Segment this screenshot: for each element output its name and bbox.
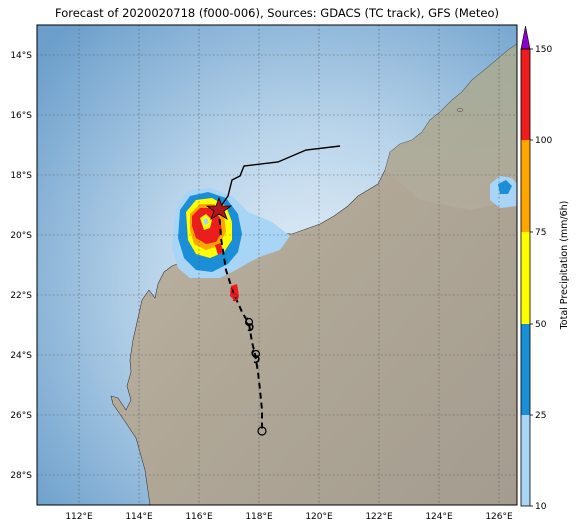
precipitation-field xyxy=(172,176,517,300)
lat-tick-labels: 14°S 16°S 18°S 20°S 22°S 24°S 26°S 28°S xyxy=(10,51,32,481)
lat-tick: 24°S xyxy=(10,351,32,361)
colorbar-segment xyxy=(521,415,530,506)
lon-tick-labels: 112°E 114°E 116°E 118°E 120°E 122°E 124°… xyxy=(65,512,513,522)
colorbar-tick: 50 xyxy=(535,320,547,330)
colorbar-tick: 75 xyxy=(535,228,546,238)
lat-tick: 28°S xyxy=(10,471,32,481)
colorbar-segment xyxy=(521,140,530,232)
gridlines xyxy=(37,25,517,505)
map-frame xyxy=(36,24,518,506)
colorbar-segment xyxy=(521,49,530,140)
past-track xyxy=(218,145,341,210)
lon-tick: 122°E xyxy=(365,512,393,522)
colorbar-extend-arrow xyxy=(520,25,531,50)
colorbar-tick: 100 xyxy=(535,136,552,146)
lon-tick: 126°E xyxy=(485,512,513,522)
lon-tick: 116°E xyxy=(185,512,213,522)
lon-tick: 120°E xyxy=(305,512,333,522)
map-area xyxy=(37,25,517,505)
lon-tick: 118°E xyxy=(245,512,273,522)
current-position-star xyxy=(205,196,233,220)
lon-tick: 112°E xyxy=(65,512,93,522)
colorbar: 10 25 50 75 100 150 Total Precipitation … xyxy=(520,25,570,512)
lon-tick: 114°E xyxy=(125,512,153,522)
colorbar-tick: 150 xyxy=(535,45,552,55)
colorbar-segment xyxy=(521,324,530,415)
colorbar-tick: 10 xyxy=(535,502,547,512)
lat-tick: 20°S xyxy=(10,231,32,241)
cyclone-symbols xyxy=(230,287,260,364)
colorbar-label: Total Precipitation (mm/6h) xyxy=(559,201,570,331)
colorbar-frame xyxy=(520,48,531,507)
lat-tick: 26°S xyxy=(10,411,32,421)
lat-tick: 16°S xyxy=(10,111,32,121)
land-kimberley-tint xyxy=(385,44,517,210)
island xyxy=(456,108,464,112)
lat-tick: 14°S xyxy=(10,51,32,61)
lat-tick: 22°S xyxy=(10,291,32,301)
colorbar-segment xyxy=(521,232,530,324)
colorbar-tick: 25 xyxy=(535,411,546,421)
lat-tick: 18°S xyxy=(10,171,32,181)
lon-tick: 124°E xyxy=(425,512,453,522)
forecast-track xyxy=(218,208,263,430)
map-title: Forecast of 2020020718 (f000-006), Sourc… xyxy=(55,6,499,20)
